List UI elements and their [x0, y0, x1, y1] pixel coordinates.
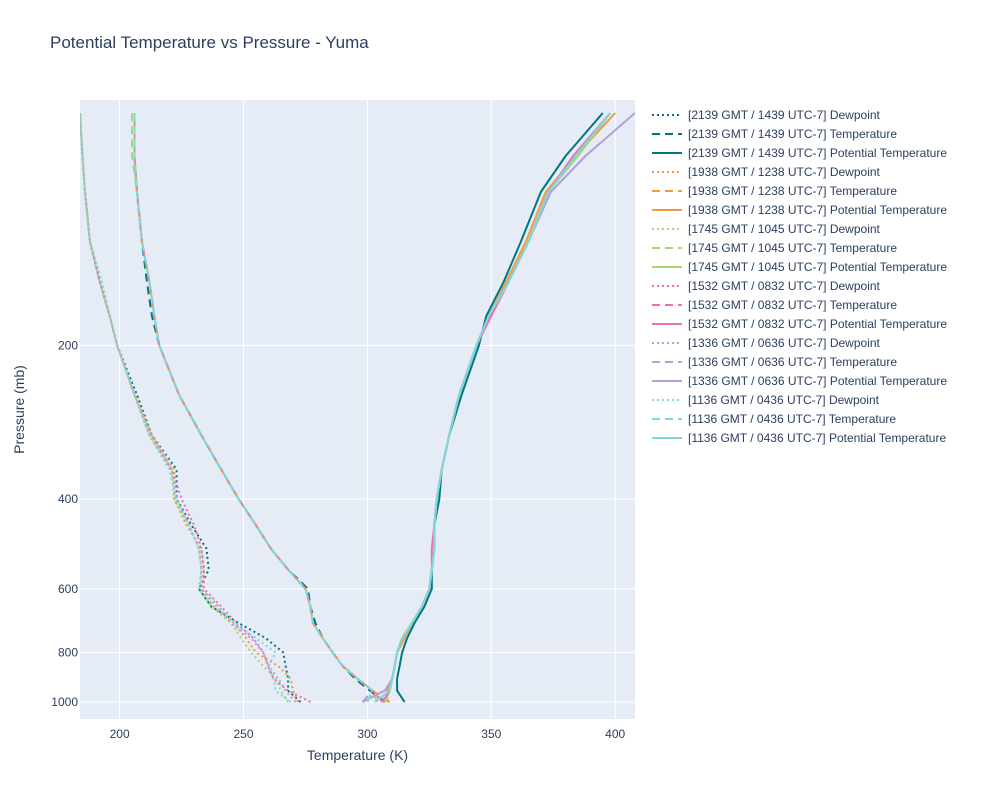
legend-item[interactable]: [2139 GMT / 1439 UTC-7] Dewpoint	[652, 108, 881, 122]
y-tick-label: 1000	[51, 695, 78, 709]
legend-label: [1745 GMT / 1045 UTC-7] Potential Temper…	[688, 260, 947, 274]
legend-item[interactable]: [1745 GMT / 1045 UTC-7] Potential Temper…	[652, 260, 947, 274]
series-line-16	[80, 112, 292, 703]
legend-label: [2139 GMT / 1439 UTC-7] Dewpoint	[688, 108, 881, 122]
legend[interactable]: [2139 GMT / 1439 UTC-7] Dewpoint [2139 GM…	[652, 108, 947, 445]
legend-label: [1938 GMT / 1238 UTC-7] Dewpoint	[688, 165, 881, 179]
legend-item[interactable]: [1532 GMT / 0832 UTC-7] Dewpoint	[652, 279, 881, 293]
legend-label: [1136 GMT / 0436 UTC-7] Temperature	[688, 412, 896, 426]
x-tick-label: 350	[481, 727, 501, 741]
y-tick-label: 600	[58, 582, 78, 596]
legend-item[interactable]: [1136 GMT / 0436 UTC-7] Dewpoint	[652, 393, 880, 407]
legend-label: [1532 GMT / 0832 UTC-7] Potential Temper…	[688, 317, 947, 331]
series-line-14	[133, 113, 374, 703]
legend-label: [2139 GMT / 1439 UTC-7] Temperature	[688, 127, 897, 141]
y-tick-label: 400	[58, 492, 78, 506]
plot-background	[80, 100, 635, 719]
legend-label: [1136 GMT / 0436 UTC-7] Dewpoint	[688, 393, 880, 407]
tick-layer: 200 250 300 350 400 200 400 600 800 1000	[51, 339, 625, 741]
legend-item[interactable]: [1938 GMT / 1238 UTC-7] Dewpoint	[652, 165, 881, 179]
legend-label: [2139 GMT / 1439 UTC-7] Potential Temper…	[688, 146, 947, 160]
legend-item[interactable]: [1336 GMT / 0636 UTC-7] Potential Temper…	[652, 374, 947, 388]
legend-item[interactable]: [1938 GMT / 1238 UTC-7] Temperature	[652, 184, 897, 198]
y-axis-title: Pressure (mb)	[11, 365, 27, 454]
legend-item[interactable]: [1938 GMT / 1238 UTC-7] Potential Temper…	[652, 203, 947, 217]
x-tick-label: 250	[234, 727, 254, 741]
chart-title: Potential Temperature vs Pressure - Yuma	[50, 33, 369, 52]
legend-label: [1745 GMT / 1045 UTC-7] Dewpoint	[688, 222, 881, 236]
legend-label: [1938 GMT / 1238 UTC-7] Potential Temper…	[688, 203, 947, 217]
legend-item[interactable]: [1136 GMT / 0436 UTC-7] Temperature	[652, 412, 896, 426]
legend-item[interactable]: [1745 GMT / 1045 UTC-7] Dewpoint	[652, 222, 881, 236]
series-line-17	[133, 113, 374, 703]
legend-label: [1336 GMT / 0636 UTC-7] Dewpoint	[688, 336, 881, 350]
series-layer	[80, 112, 635, 703]
series-line-10	[80, 112, 311, 703]
legend-item[interactable]: [2139 GMT / 1439 UTC-7] Temperature	[652, 127, 897, 141]
legend-label: [1532 GMT / 0832 UTC-7] Dewpoint	[688, 279, 881, 293]
legend-label: [1336 GMT / 0636 UTC-7] Temperature	[688, 355, 897, 369]
x-tick-label: 200	[110, 727, 130, 741]
grid-layer	[80, 100, 635, 719]
x-tick-label: 400	[605, 727, 625, 741]
legend-label: [1136 GMT / 0436 UTC-7] Potential Temper…	[688, 431, 946, 445]
legend-item[interactable]: [1136 GMT / 0436 UTC-7] Potential Temper…	[652, 431, 946, 445]
x-axis-title: Temperature (K)	[307, 747, 408, 763]
legend-item[interactable]: [1532 GMT / 0832 UTC-7] Potential Temper…	[652, 317, 947, 331]
legend-label: [1938 GMT / 1238 UTC-7] Temperature	[688, 184, 897, 198]
legend-label: [1745 GMT / 1045 UTC-7] Temperature	[688, 241, 897, 255]
y-tick-label: 800	[58, 646, 78, 660]
legend-label: [1532 GMT / 0832 UTC-7] Temperature	[688, 298, 897, 312]
legend-item[interactable]: [1745 GMT / 1045 UTC-7] Temperature	[652, 241, 897, 255]
legend-item[interactable]: [1336 GMT / 0636 UTC-7] Dewpoint	[652, 336, 881, 350]
series-line-18	[374, 112, 611, 703]
legend-item[interactable]: [1532 GMT / 0832 UTC-7] Temperature	[652, 298, 897, 312]
legend-label: [1336 GMT / 0636 UTC-7] Potential Temper…	[688, 374, 947, 388]
legend-item[interactable]: [2139 GMT / 1439 UTC-7] Potential Temper…	[652, 146, 947, 160]
x-tick-label: 300	[357, 727, 377, 741]
y-tick-label: 200	[58, 339, 78, 353]
legend-item[interactable]: [1336 GMT / 0636 UTC-7] Temperature	[652, 355, 897, 369]
